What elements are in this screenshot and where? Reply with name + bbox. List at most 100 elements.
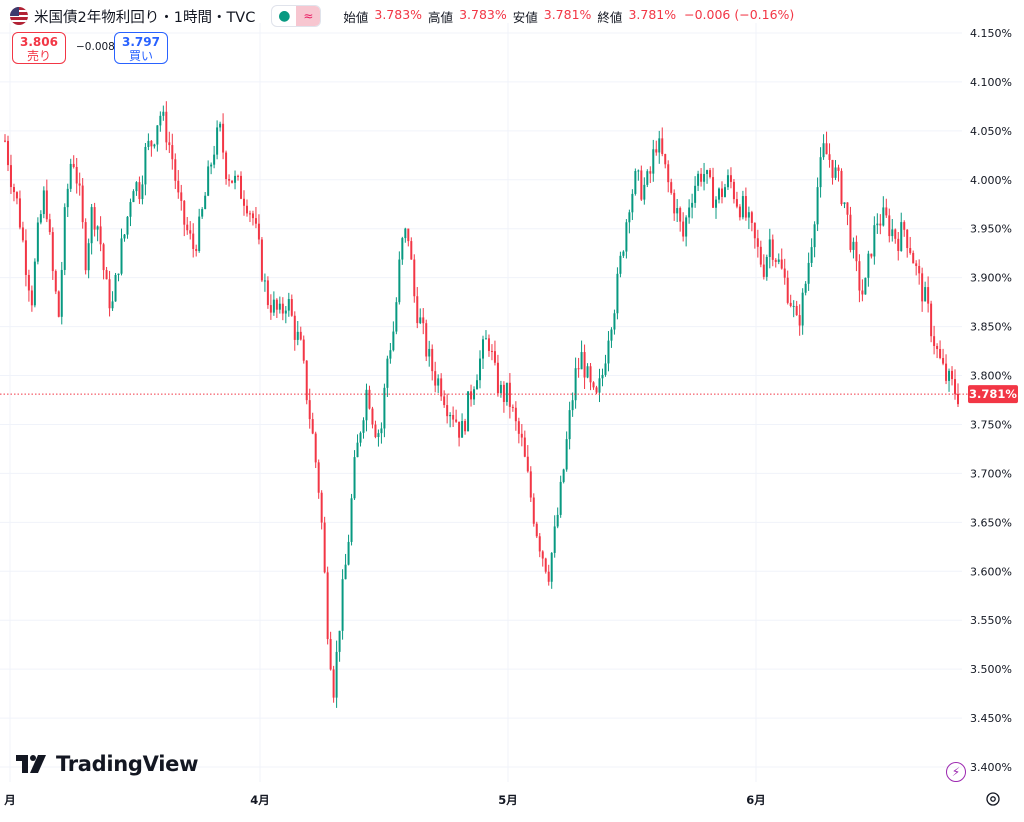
- candle-body: [682, 221, 685, 237]
- candle-body: [335, 651, 338, 698]
- candle-body: [777, 259, 780, 262]
- candle-body: [452, 414, 455, 420]
- candle-body: [234, 175, 237, 183]
- candle-body: [888, 215, 891, 237]
- y-tick-label: 3.850%: [970, 321, 1012, 334]
- candle-body: [263, 280, 266, 282]
- candle-body: [36, 222, 39, 262]
- candle-body: [467, 391, 470, 432]
- candle-body: [939, 349, 942, 358]
- candle-body: [419, 317, 422, 324]
- candle-body: [242, 198, 245, 206]
- candle-body: [819, 157, 822, 188]
- candle-body: [219, 123, 222, 128]
- candle-body: [723, 187, 726, 197]
- candle-body: [661, 138, 664, 155]
- candle-body: [320, 492, 323, 523]
- candle-body: [323, 522, 326, 573]
- candle-body: [132, 191, 135, 203]
- candle-body: [302, 339, 305, 361]
- candle-body: [753, 222, 756, 239]
- candle-body: [108, 279, 111, 309]
- candle-body: [216, 127, 219, 155]
- candle-body: [60, 269, 63, 317]
- candle-body: [189, 230, 192, 234]
- tradingview-logo[interactable]: TradingView: [16, 752, 198, 776]
- candle-body: [499, 384, 502, 394]
- candle-body: [434, 371, 437, 386]
- candle-body: [496, 362, 499, 394]
- candle-body: [810, 247, 813, 263]
- candle-body: [180, 192, 183, 201]
- candle-body: [652, 149, 655, 174]
- candle-body: [673, 192, 676, 214]
- candle-body: [198, 216, 201, 252]
- candle-body: [864, 277, 867, 295]
- candle-body: [765, 256, 768, 277]
- candle-body: [126, 216, 129, 235]
- candle-body: [440, 378, 443, 397]
- candle-body: [915, 263, 918, 266]
- candle-body: [628, 212, 631, 223]
- candle-body: [556, 514, 559, 527]
- candle-body: [398, 259, 401, 303]
- candle-body: [272, 299, 275, 313]
- y-tick-label: 3.700%: [970, 467, 1012, 480]
- status-pill[interactable]: ● ≈: [271, 5, 322, 27]
- candle-body: [371, 408, 374, 425]
- candle-body: [945, 363, 948, 381]
- candle-body: [347, 541, 350, 565]
- candle-body: [156, 125, 159, 145]
- candle-body: [912, 252, 915, 264]
- candle-body: [511, 406, 514, 408]
- candle-body: [248, 213, 251, 215]
- candle-body: [816, 187, 819, 225]
- ohlc-values: 始値 3.783% 高値 3.783% 安値 3.781% 終値 3.781% −0.0…: [343, 7, 794, 26]
- candle-body: [559, 481, 562, 515]
- flash-icon[interactable]: ⚡: [946, 762, 966, 782]
- candle-body: [664, 154, 667, 165]
- candle-body: [222, 123, 225, 153]
- symbol-title[interactable]: 米国債2年物利回り・1時間・TVC: [34, 9, 256, 26]
- candle-body: [670, 182, 673, 193]
- candle-body: [813, 224, 816, 248]
- candle-body: [356, 442, 359, 458]
- gear-icon[interactable]: [985, 791, 1001, 807]
- candle-body: [404, 228, 407, 239]
- last-price-tag: 3.781%: [969, 387, 1017, 401]
- candle-body: [353, 457, 356, 499]
- candle-body: [613, 313, 616, 330]
- market-status-icon[interactable]: ●: [278, 8, 291, 24]
- candle-body: [592, 382, 595, 388]
- candle-body: [240, 175, 243, 199]
- candle-body: [610, 329, 613, 341]
- sell-button[interactable]: 3.806 売り: [12, 32, 66, 64]
- candle-body: [266, 280, 269, 306]
- delayed-data-icon[interactable]: ≈: [296, 6, 321, 26]
- candle-body: [876, 223, 879, 226]
- candle-body: [646, 171, 649, 185]
- x-tick-label: 4月: [250, 793, 270, 807]
- candle-body: [332, 669, 335, 698]
- candle-body: [921, 273, 924, 302]
- y-tick-label: 3.450%: [970, 712, 1012, 725]
- candle-body: [168, 142, 171, 146]
- candle-body: [894, 229, 897, 239]
- candle-body: [619, 255, 622, 274]
- candle-body: [458, 421, 461, 438]
- candle-body: [228, 179, 231, 181]
- candle-body: [715, 199, 718, 208]
- candle-body: [834, 167, 837, 178]
- candle-body: [461, 421, 464, 438]
- candle-body: [948, 370, 951, 381]
- buy-button[interactable]: 3.797 買い: [114, 32, 168, 64]
- candle-body: [930, 303, 933, 337]
- candle-body: [520, 433, 523, 438]
- candle-body: [493, 351, 496, 363]
- candle-body: [502, 384, 505, 402]
- candle-body: [885, 207, 888, 216]
- candle-body: [147, 140, 150, 147]
- candle-body: [425, 323, 428, 357]
- candle-body: [231, 180, 234, 183]
